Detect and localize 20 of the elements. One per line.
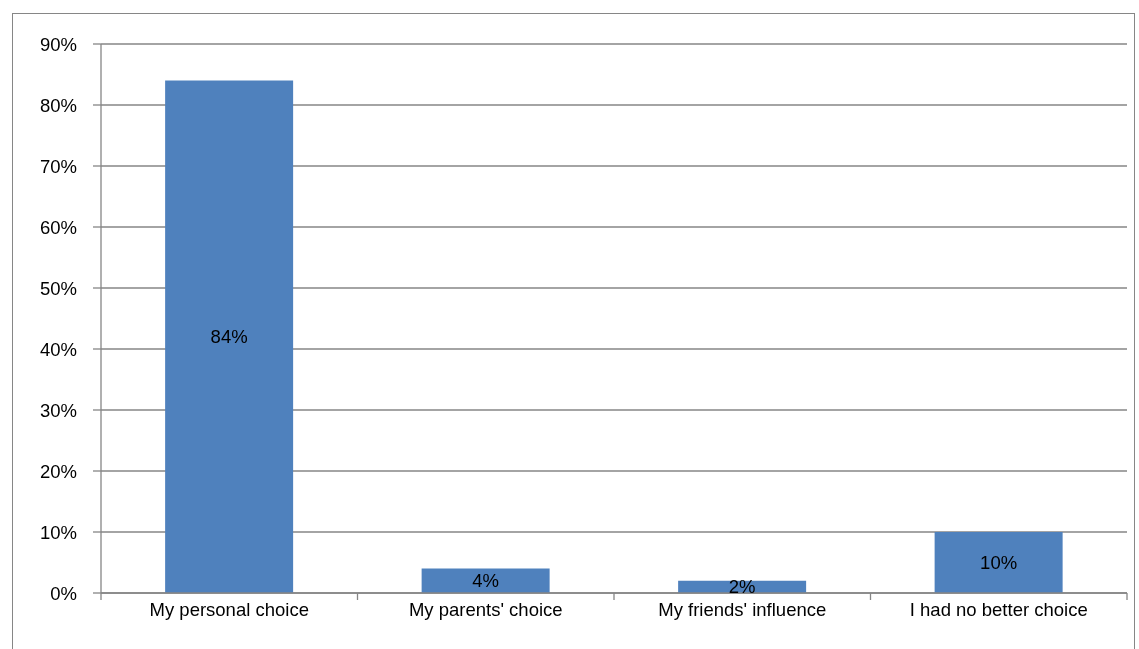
y-tick-label: 30%: [39, 399, 77, 421]
y-tick-label: 0%: [50, 582, 77, 604]
bar: [934, 532, 1063, 593]
y-tick-label: 10%: [39, 521, 77, 543]
data-label: 10%: [980, 552, 1018, 574]
x-tick-label: My friends' influence: [658, 598, 827, 620]
y-tick-label: 90%: [39, 33, 77, 55]
y-tick-label: 80%: [39, 94, 77, 116]
bar: [165, 80, 294, 593]
y-tick-label: 50%: [39, 277, 77, 299]
data-label: 2%: [728, 576, 756, 598]
data-label: 4%: [472, 570, 499, 592]
x-tick-label: My personal choice: [149, 598, 309, 620]
x-tick-label: My parents' choice: [408, 598, 563, 620]
x-tick-label: I had no better choice: [909, 598, 1088, 620]
y-tick-label: 40%: [39, 338, 77, 360]
y-tick-label: 60%: [39, 216, 77, 238]
y-tick-label: 20%: [39, 460, 77, 482]
y-tick-label: 70%: [39, 155, 77, 177]
data-label: 84%: [210, 326, 248, 348]
